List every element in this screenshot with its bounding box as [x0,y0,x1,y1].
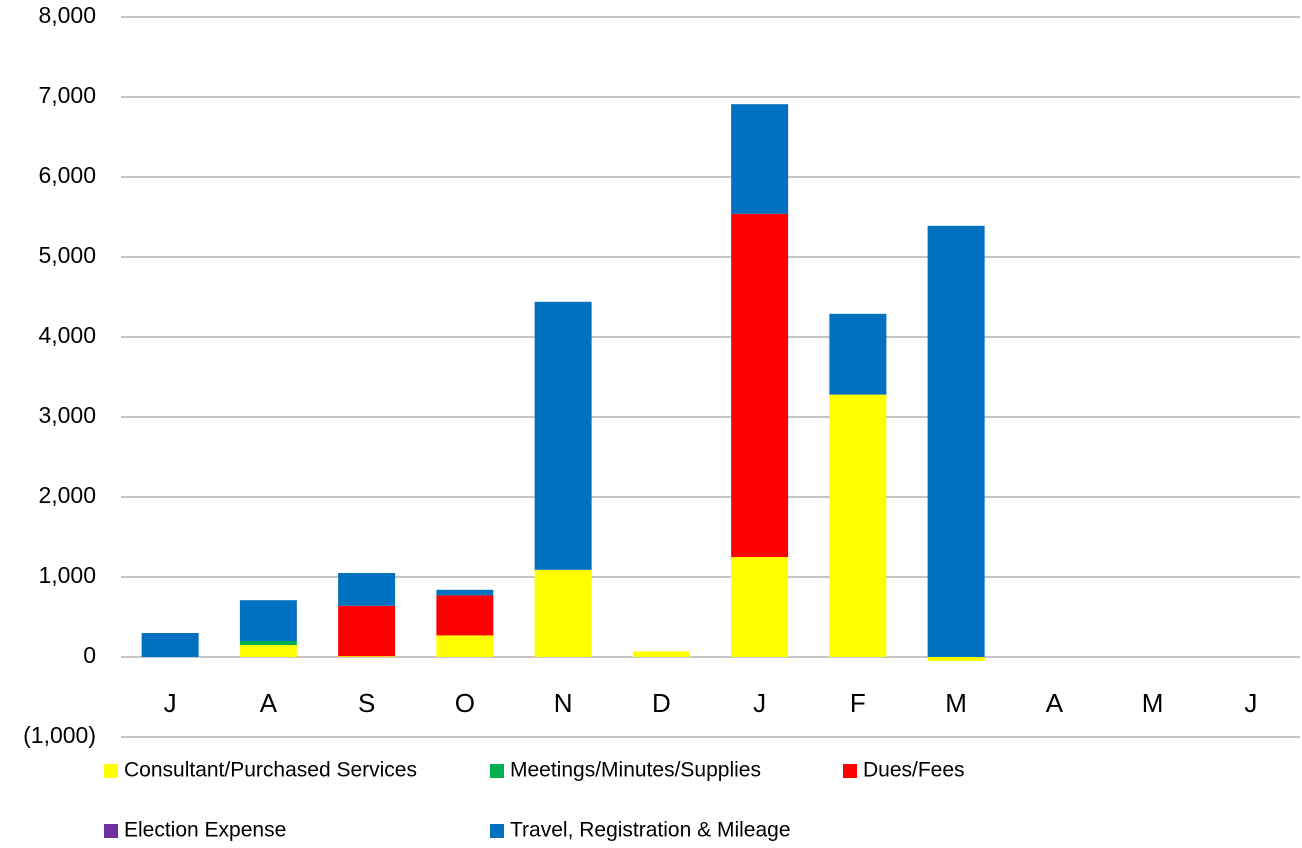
y-tick-label: 2,000 [38,482,96,508]
x-tick-label: M [945,688,967,718]
y-tick-label: 0 [83,642,96,668]
bar-segment [436,589,494,596]
y-tick-label: (1,000) [23,722,96,748]
legend-swatch [490,764,504,778]
legend-label: Dues/Fees [863,759,965,782]
x-tick-label: D [652,688,671,718]
y-tick-label: 4,000 [38,322,96,348]
bar-segment [927,225,985,658]
bar-segment [927,657,985,661]
bar-segment [338,605,396,657]
bar-segment [436,635,494,657]
x-tick-label: F [850,688,866,718]
bar-segment [338,573,396,606]
x-tick-label: S [358,688,375,718]
y-tick-label: 7,000 [38,82,96,108]
bar-segment [731,104,789,214]
bar-segment [239,645,297,657]
y-tick-label: 1,000 [38,562,96,588]
bar-segment [829,313,887,395]
x-tick-label: M [1142,688,1164,718]
y-tick-label: 8,000 [38,2,96,28]
bar-segment [239,600,297,641]
legend-swatch [490,824,504,838]
bar-segment [534,569,592,657]
legend-label: Meetings/Minutes/Supplies [510,759,761,782]
legend-label: Travel, Registration & Mileage [510,819,791,842]
y-tick-label: 6,000 [38,162,96,188]
x-tick-label: J [1244,688,1257,718]
legend-label: Election Expense [124,819,286,842]
legend-swatch [104,824,118,838]
bar-segment [731,213,789,558]
legend-swatch [843,764,857,778]
bar-segment [338,656,396,657]
bar-segment [731,557,789,657]
legend-label: Consultant/Purchased Services [124,759,417,782]
x-tick-label: J [753,688,766,718]
x-tick-label: A [1046,688,1064,718]
x-tick-label: J [164,688,177,718]
bar-segment [534,301,592,570]
y-tick-label: 3,000 [38,402,96,428]
x-tick-label: A [260,688,278,718]
x-tick-label: O [455,688,475,718]
y-tick-label: 5,000 [38,242,96,268]
bar-segment [239,641,297,645]
x-tick-label: N [554,688,573,718]
bar-segment [436,595,494,636]
bar-segment [141,633,199,657]
legend-swatch [104,764,118,778]
bar-segment [829,394,887,657]
bar-segment [632,651,690,657]
